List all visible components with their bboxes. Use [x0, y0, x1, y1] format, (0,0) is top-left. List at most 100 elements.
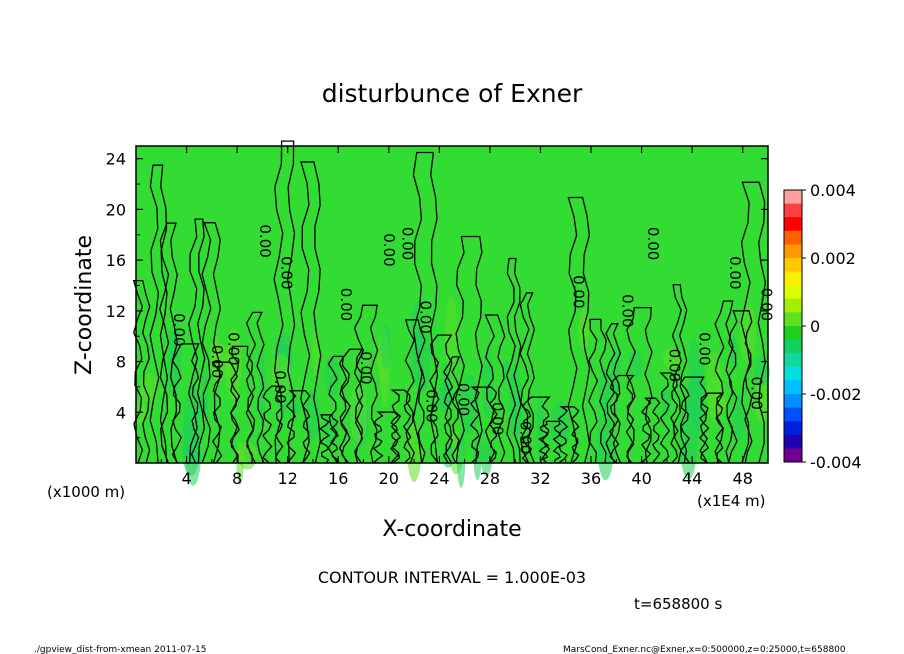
- contour-label: 0.00: [271, 370, 289, 403]
- colorbar-swatch: [784, 271, 802, 286]
- colorbar-swatch: [784, 434, 802, 449]
- y-axis-label: Z-coordinate: [72, 235, 97, 375]
- x-tick-label: 28: [480, 469, 500, 488]
- x-tick-label: 24: [429, 469, 449, 488]
- x-axis: 4 8 12 16 20 24 28 32 36 40 44 48: [160, 146, 753, 488]
- contour-label: 0.00: [423, 389, 441, 422]
- contour-line: [273, 140, 296, 464]
- colorbar-swatch: [784, 244, 802, 259]
- contour-label: 0.00: [224, 332, 242, 365]
- colorbar-swatch: [784, 353, 802, 368]
- contour-line: [519, 292, 536, 464]
- footer-right: MarsCond_Exner.nc@Exner,x=0:500000,z=0:2…: [563, 645, 846, 654]
- field-patch: [661, 383, 671, 418]
- y-tick-label: 12: [106, 302, 126, 321]
- contour-label: 0.00: [170, 313, 188, 346]
- contour-line: [625, 306, 653, 464]
- contour-line: [484, 314, 506, 464]
- contour-label: 0.00: [748, 377, 766, 410]
- contour-line: [188, 218, 206, 464]
- contour-label: 0.00: [569, 275, 587, 308]
- field-patch: [550, 400, 571, 448]
- contour-line: [262, 385, 284, 464]
- contour-line: [567, 196, 591, 464]
- field-patch: [380, 324, 392, 370]
- field-patch: [739, 304, 757, 363]
- colorbar-swatch: [784, 203, 802, 218]
- x-tick-label: 36: [581, 469, 601, 488]
- colorbar-label: 0.002: [810, 249, 856, 268]
- contour-line: [679, 376, 708, 464]
- y-tick-label: 16: [106, 251, 126, 270]
- contour-line: [412, 151, 439, 464]
- y-tick-label: 4: [116, 403, 126, 422]
- contour-line: [740, 181, 767, 464]
- contour-label: 0.00: [516, 421, 534, 454]
- colorbar-swatch: [784, 326, 802, 341]
- contour-label: 0.00: [208, 345, 226, 378]
- colorbar-label: 0.004: [810, 181, 856, 200]
- colorbar-swatch: [784, 285, 802, 300]
- field-patch: [324, 356, 340, 399]
- contour-label: 0.00: [277, 256, 295, 289]
- contour-label: 0.00: [665, 349, 683, 382]
- colorbar-swatch: [784, 217, 802, 232]
- contour-line: [245, 311, 265, 464]
- contour-line: [229, 345, 255, 464]
- chart-title: disturbunce of Exner: [322, 79, 583, 108]
- contour-label: 0.00: [696, 332, 714, 365]
- colorbar-swatch: [784, 312, 802, 327]
- contour-labels: 0.000.000.000.000.000.000.000.000.00 0.00…: [170, 224, 776, 454]
- contour-line: [390, 389, 412, 464]
- colorbar: 0.004 0.002 0 -0.002 -0.004: [783, 181, 862, 472]
- x-tick-label: 32: [530, 469, 550, 488]
- contour-line: [132, 279, 151, 464]
- colorbar-label: 0: [810, 317, 820, 336]
- time-label: t=658800 s: [634, 595, 722, 613]
- contour-label: 0.00: [488, 402, 506, 435]
- contour-line: [454, 235, 483, 464]
- x-tick-label: 44: [682, 469, 702, 488]
- contour-line: [588, 318, 608, 464]
- contour-label: 0.00: [619, 294, 637, 327]
- contour-line: [300, 161, 322, 464]
- contour-line: [429, 334, 453, 464]
- contour-line: [353, 304, 379, 464]
- x-tick-label: 12: [278, 469, 298, 488]
- y-axis: 4 8 12 16 20 24: [106, 150, 768, 439]
- contour-line: [640, 397, 661, 464]
- contour-line: [699, 392, 725, 464]
- contour-line: [556, 406, 580, 464]
- colorbar-swatch: [784, 366, 802, 381]
- contour-line: [404, 319, 426, 464]
- contour-line: [327, 355, 348, 464]
- plot-area: 0.000.000.000.000.000.000.000.000.00 0.00…: [132, 140, 776, 488]
- x-unit-right: (x1E4 m): [697, 492, 766, 510]
- field-patch: [289, 396, 300, 418]
- colorbar-swatch: [784, 407, 802, 422]
- x-tick-label: 40: [631, 469, 651, 488]
- contour-line: [319, 414, 339, 464]
- y-tick-label: 20: [106, 200, 126, 219]
- x-tick-label: 8: [232, 469, 242, 488]
- contour-line: [469, 386, 498, 464]
- field-patch: [754, 356, 770, 387]
- contour-line: [727, 310, 753, 464]
- contour-label: 0.00: [726, 256, 744, 289]
- contour-label: 0.00: [399, 227, 417, 260]
- contour-label: 0.00: [454, 383, 472, 416]
- field-patch: [411, 328, 431, 392]
- field-patch: [662, 347, 682, 369]
- y-tick-label: 8: [116, 353, 126, 372]
- colorbar-swatch: [784, 421, 802, 436]
- contour-line: [538, 420, 562, 464]
- colorbar-swatch: [784, 190, 802, 205]
- field-patch: [628, 350, 643, 379]
- contour-line: [443, 356, 461, 464]
- colorbar-swatch: [784, 230, 802, 245]
- field-patch: [502, 360, 511, 381]
- contour-line: [201, 222, 222, 464]
- contour-label: 0.00: [644, 227, 662, 260]
- contour-label: 0.00: [256, 224, 274, 257]
